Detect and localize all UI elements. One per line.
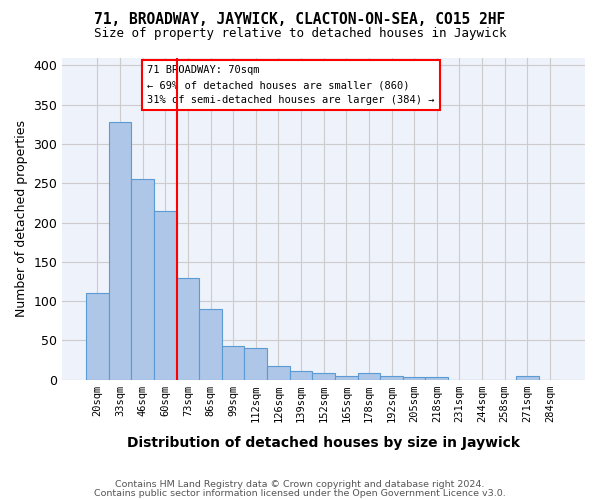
Bar: [244, 348, 267, 380]
Text: Contains HM Land Registry data © Crown copyright and database right 2024.: Contains HM Land Registry data © Crown c…: [115, 480, 485, 489]
Bar: [335, 376, 358, 380]
Bar: [86, 292, 109, 380]
Y-axis label: Number of detached properties: Number of detached properties: [15, 120, 28, 317]
Bar: [403, 378, 425, 380]
Bar: [425, 378, 448, 380]
Bar: [358, 372, 380, 380]
Bar: [380, 376, 403, 380]
Bar: [313, 374, 335, 380]
Bar: [154, 211, 176, 380]
Text: 71 BROADWAY: 70sqm
← 69% of detached houses are smaller (860)
31% of semi-detach: 71 BROADWAY: 70sqm ← 69% of detached hou…: [147, 66, 434, 105]
Bar: [109, 122, 131, 380]
Bar: [176, 278, 199, 380]
Bar: [290, 371, 313, 380]
Text: 71, BROADWAY, JAYWICK, CLACTON-ON-SEA, CO15 2HF: 71, BROADWAY, JAYWICK, CLACTON-ON-SEA, C…: [94, 12, 506, 28]
Bar: [222, 346, 244, 380]
Text: Size of property relative to detached houses in Jaywick: Size of property relative to detached ho…: [94, 28, 506, 40]
X-axis label: Distribution of detached houses by size in Jaywick: Distribution of detached houses by size …: [127, 436, 520, 450]
Bar: [199, 309, 222, 380]
Text: Contains public sector information licensed under the Open Government Licence v3: Contains public sector information licen…: [94, 490, 506, 498]
Bar: [131, 180, 154, 380]
Bar: [516, 376, 539, 380]
Bar: [267, 366, 290, 380]
